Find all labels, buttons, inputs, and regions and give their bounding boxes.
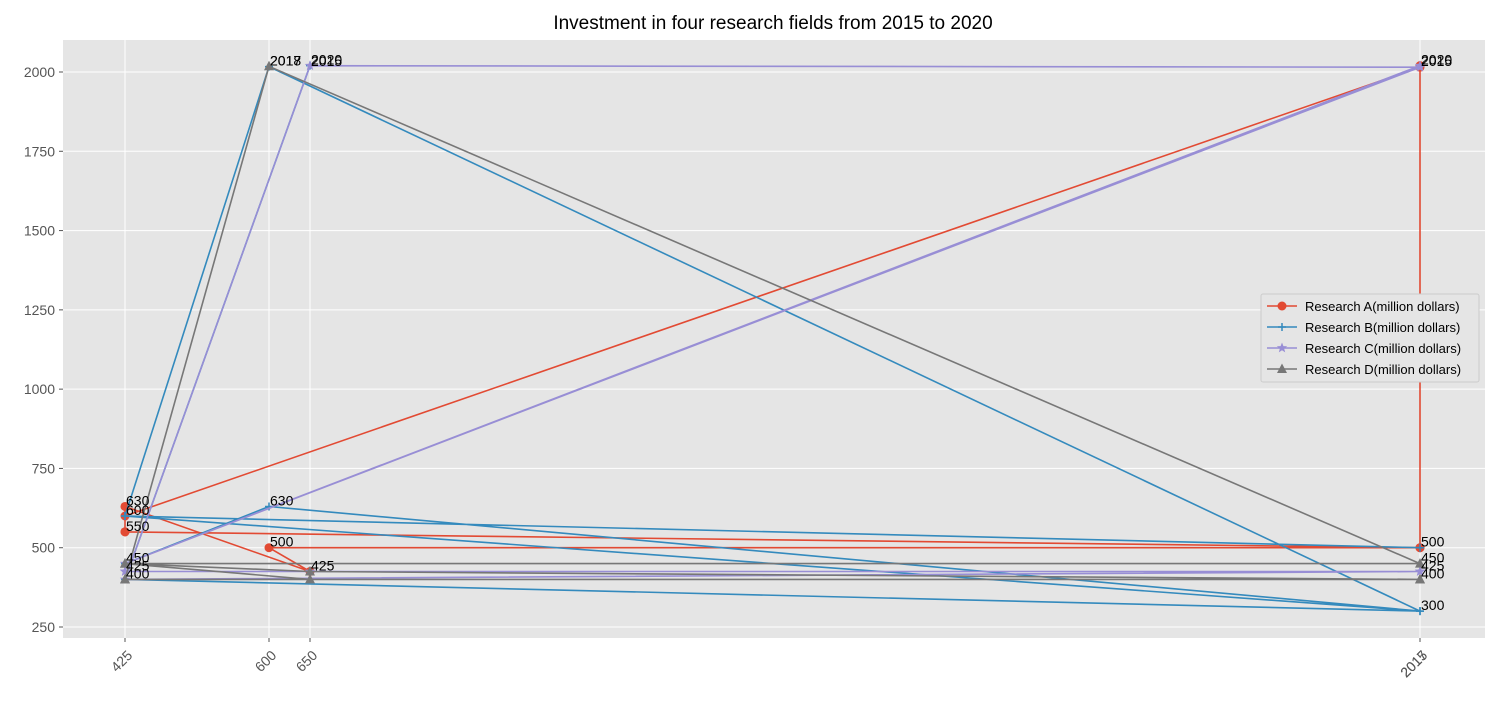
y-tick-label: 1750 (24, 143, 55, 159)
data-label: 630 (126, 492, 150, 508)
legend-label: Research C(million dollars) (1305, 341, 1461, 356)
data-label: 500 (1421, 534, 1445, 550)
plot-area (63, 40, 1485, 638)
legend-entry: Research C(million dollars) (1267, 341, 1461, 356)
triangle-marker (305, 566, 315, 576)
y-tick-label: 1500 (24, 223, 55, 239)
data-label: 2020 (311, 52, 342, 68)
plus-marker (1416, 543, 1424, 552)
data-label: 2020 (1421, 52, 1452, 68)
triangle-marker (264, 60, 274, 71)
triangle-marker (305, 573, 315, 584)
triangle-marker (120, 558, 130, 568)
data-label: 600 (126, 502, 150, 518)
axes: 250 500 750 1000 1250 1500 1750 2000 425 600 650 20… (24, 64, 1431, 680)
data-label: 550 (126, 518, 150, 534)
legend-label: Research D(million dollars) (1305, 362, 1461, 377)
y-tick-label: 1250 (24, 302, 55, 318)
plus-marker (1278, 323, 1286, 331)
x-tick-label: 650 (293, 647, 321, 675)
data-label: 425 (126, 558, 150, 574)
legend-entry: Research A(million dollars) (1267, 299, 1460, 314)
series-line (124, 65, 1421, 612)
circle-marker (120, 527, 130, 537)
triangle-marker (120, 573, 130, 584)
star-marker (1414, 566, 1426, 576)
circle-marker (264, 543, 274, 553)
legend-label: Research B(million dollars) (1305, 320, 1460, 335)
x-tick-label: 2017 (1397, 647, 1430, 680)
data-label: 630 (270, 492, 294, 508)
data-label: 425 (1421, 558, 1445, 574)
data-label: 425 (311, 558, 335, 574)
legend: Research A(million dollars) Research B(mi… (1260, 293, 1480, 383)
y-tick-label: 1000 (24, 381, 55, 397)
star-marker (1414, 60, 1426, 71)
y-tick-label: 2000 (24, 64, 55, 80)
legend-entry: Research B(million dollars) (1267, 320, 1460, 335)
plus-marker (121, 512, 129, 520)
y-tick-label: 750 (32, 460, 56, 476)
circle-marker (1277, 301, 1287, 311)
series-3 (120, 60, 1425, 584)
plus-marker (1416, 607, 1424, 616)
data-label: 500 (270, 534, 294, 550)
legend-entry: Research D(million dollars) (1267, 362, 1461, 377)
chart-title: Investment in four research fields from … (553, 13, 992, 34)
y-tick-label: 250 (32, 619, 56, 635)
star-marker (119, 566, 131, 576)
data-label: 2015 (1421, 53, 1452, 69)
triangle-marker (1415, 573, 1425, 584)
series-line (124, 65, 1421, 581)
legend-label: Research A(million dollars) (1305, 299, 1460, 314)
triangle-marker (1415, 558, 1425, 568)
data-label: 2017 (270, 53, 301, 69)
data-label: 2015 (311, 53, 342, 69)
star-marker (304, 60, 316, 71)
data-label: 450 (126, 550, 150, 566)
star-marker (1276, 342, 1288, 353)
x-tick-label: 425 (108, 647, 136, 675)
x-tick-label: 600 (252, 647, 280, 675)
triangle-marker (1277, 363, 1287, 373)
y-tick-label: 500 (32, 540, 56, 556)
legend-box (1260, 293, 1480, 383)
data-labels: 6306005504504254006305002017201842520202… (126, 52, 1452, 613)
data-label: 300 (1421, 597, 1445, 613)
data-label: 450 (1421, 550, 1445, 566)
data-label: 400 (126, 565, 150, 581)
data-label: 2018 (270, 52, 301, 68)
data-label: 400 (1421, 565, 1445, 581)
